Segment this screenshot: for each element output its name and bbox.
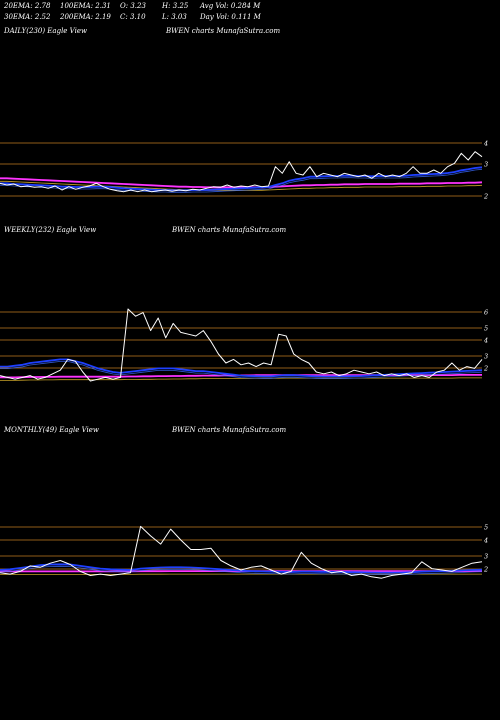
- level-tick-label: 5: [484, 325, 488, 333]
- weekly-panel-title: WEEKLY(232) Eagle View: [4, 226, 96, 234]
- avg-vol-readout: Avg Vol: 0.284 M: [199, 2, 261, 10]
- level-tick-label: 2: [483, 193, 488, 201]
- ema200-readout: 200EMA: 2.19: [59, 13, 111, 21]
- monthly-panel-title: MONTHLY(49) Eagle View: [3, 426, 99, 434]
- high-readout: H: 3.25: [161, 2, 189, 10]
- level-tick-label: 3: [484, 353, 488, 361]
- open-readout: O: 3.23: [120, 2, 146, 10]
- level-tick-label: 5: [484, 524, 488, 532]
- daily-watermark: BWEN charts MunafaSutra.com: [165, 27, 280, 35]
- price-line: [0, 525, 483, 579]
- level-tick-label: 4: [483, 337, 488, 345]
- ema20-line: [0, 358, 483, 378]
- ema30-line: [0, 168, 483, 193]
- ema-mid-line: [0, 377, 482, 381]
- level-tick-label: 2: [483, 566, 488, 574]
- level-tick-label: 3: [484, 553, 488, 561]
- ema20-readout: 20EMA: 2.78: [3, 2, 51, 10]
- daily-panel-title: DAILY(230) Eagle View: [3, 27, 87, 35]
- level-tick-label: 2: [483, 365, 488, 373]
- weekly-watermark: BWEN charts MunafaSutra.com: [171, 226, 286, 234]
- ema30-readout: 30EMA: 2.52: [4, 13, 51, 21]
- level-tick-label: 6: [484, 309, 488, 317]
- price-line: [0, 308, 483, 382]
- price-line: [0, 151, 483, 193]
- level-tick-label: 4: [483, 140, 488, 148]
- indicator-header: 20EMA: 2.78 100EMA: 2.31 O: 3.23 H: 3.25…: [3, 2, 262, 21]
- ema200-line: [0, 177, 483, 189]
- level-tick-label: 4: [483, 537, 488, 545]
- day-vol-readout: Day Vol: 0.111 M: [199, 13, 262, 21]
- low-readout: L: 3.03: [161, 13, 187, 21]
- ema100-readout: 100EMA: 2.31: [60, 2, 111, 10]
- ema20-line: [0, 563, 483, 574]
- ema30-line: [0, 360, 483, 379]
- daily-panel: 4 3 2: [0, 140, 488, 201]
- close-readout: C: 3.10: [120, 13, 146, 21]
- monthly-watermark: BWEN charts MunafaSutra.com: [171, 426, 286, 434]
- weekly-panel: 6 5 4 3 2: [0, 308, 488, 382]
- monthly-panel: 5 4 3 2: [0, 524, 488, 579]
- level-tick-label: 3: [484, 161, 488, 169]
